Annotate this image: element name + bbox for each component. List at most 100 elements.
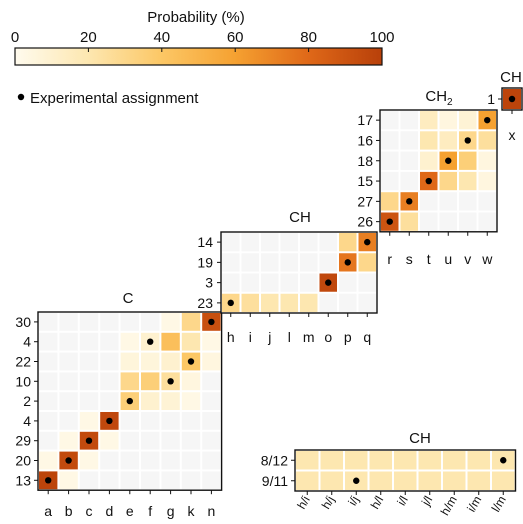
heatmap-cell <box>39 412 58 430</box>
experimental-assignment-dot <box>227 299 234 307</box>
experimental-assignment-dot <box>425 177 432 185</box>
heatmap-cell <box>261 253 279 272</box>
row-label: 18 <box>357 153 373 169</box>
column-label: h/l <box>368 494 386 512</box>
heatmap-cell <box>339 233 357 252</box>
heatmap-cell <box>161 332 180 351</box>
experimental-assignment-dot <box>126 397 133 405</box>
heatmap-cell <box>222 233 240 252</box>
heatmap-cell <box>381 151 399 170</box>
colorbar-tick-label: 60 <box>227 29 244 46</box>
heatmap-cell <box>478 171 496 191</box>
column-label: w <box>481 251 493 267</box>
heatmap-cell <box>39 392 58 410</box>
heatmap-cell <box>39 451 58 470</box>
heatmap-cell <box>59 392 78 410</box>
heatmap-cell <box>381 111 399 130</box>
heatmap-cell <box>120 431 139 450</box>
heatmap-cell <box>100 431 119 450</box>
heatmap-cell <box>141 412 160 430</box>
heatmap-cell <box>39 431 58 450</box>
heatmap-cell <box>459 151 477 170</box>
heatmap-cell <box>79 471 99 490</box>
experimental-assignment-dot <box>325 279 332 286</box>
column-label: o <box>324 329 332 345</box>
heatmap-cell <box>141 313 160 331</box>
row-label: 3 <box>205 275 213 291</box>
heatmap-cell <box>296 451 319 470</box>
heatmap-cell <box>161 471 180 490</box>
heatmap-cell <box>280 233 298 252</box>
heatmap-cell <box>319 233 337 252</box>
heatmap-cell <box>400 212 418 231</box>
experimental-assignment-dot <box>484 116 491 124</box>
heatmap-cell <box>381 131 399 150</box>
heatmap-cell <box>202 431 221 450</box>
heatmap-cell <box>459 212 477 231</box>
heatmap-cell <box>241 273 259 292</box>
heatmap-cell <box>181 431 201 450</box>
panel-background <box>380 110 497 232</box>
heatmap-cell <box>181 372 201 391</box>
heatmap-cell <box>141 431 160 450</box>
column-label: d <box>106 503 114 519</box>
heatmap-cell <box>59 313 78 331</box>
heatmap-cell <box>241 293 259 312</box>
column-label: e <box>126 503 134 519</box>
heatmap-panel: CH 23 3 19 14 h i j l m o p q <box>197 209 378 345</box>
heatmap-cell <box>181 313 201 331</box>
heatmap-cell <box>394 471 417 490</box>
heatmap-cell <box>400 151 418 170</box>
heatmap-cell <box>420 212 438 231</box>
heatmap-cell <box>100 332 119 351</box>
column-label: j/l <box>418 494 435 509</box>
colorbar-gradient-bar <box>14 47 383 66</box>
column-label: q <box>363 329 371 345</box>
row-label: 19 <box>197 254 213 270</box>
experimental-assignment-dot <box>147 338 154 345</box>
heatmap-cell <box>320 451 343 470</box>
colorbar-title: Probability (%) <box>147 9 245 26</box>
experimental-assignment-dot <box>364 238 371 246</box>
heatmap-cell <box>394 451 417 470</box>
heatmap-cell <box>280 253 298 272</box>
heatmap-cell <box>443 451 466 470</box>
heatmap-cell <box>400 171 418 191</box>
heatmap-cell <box>141 352 160 371</box>
row-label: 16 <box>357 132 373 148</box>
heatmap-panel: CH 9/11 8/12 h/i h/j i/j h/l i/l j/l h/m i/m l/m <box>261 430 517 518</box>
heatmap-cell <box>319 293 337 312</box>
experimental-assignment-dot <box>386 218 393 225</box>
heatmap-cell <box>39 372 58 391</box>
heatmap-cell <box>100 352 119 371</box>
row-label: 30 <box>15 314 31 330</box>
row-label: 10 <box>15 373 31 389</box>
row-label: 13 <box>15 472 31 488</box>
heatmap-cell <box>120 372 139 391</box>
heatmap-cell <box>478 131 496 150</box>
column-label: a <box>44 503 52 519</box>
heatmap-cell <box>141 451 160 470</box>
heatmap-cell <box>100 471 119 490</box>
heatmap-cell <box>339 293 357 312</box>
heatmap-cell <box>358 293 376 312</box>
experimental-assignment-dot <box>508 95 516 103</box>
heatmap-cell <box>420 111 438 130</box>
column-label: u <box>444 251 452 267</box>
heatmap-cell <box>339 273 357 292</box>
heatmap-cell <box>202 451 221 470</box>
column-label: m <box>303 329 315 345</box>
heatmap-cell <box>39 332 58 351</box>
heatmap-cell <box>120 352 139 371</box>
panel-title: C <box>123 290 134 307</box>
heatmap-cell <box>261 273 279 292</box>
heatmap-cell <box>439 212 457 231</box>
heatmap-cell <box>280 273 298 292</box>
row-label: 23 <box>197 295 213 311</box>
heatmap-cell <box>59 471 78 490</box>
column-label: g <box>167 503 175 519</box>
heatmap-cell <box>300 233 318 252</box>
heatmap-cell <box>369 471 392 490</box>
column-label: i/m <box>464 494 484 515</box>
